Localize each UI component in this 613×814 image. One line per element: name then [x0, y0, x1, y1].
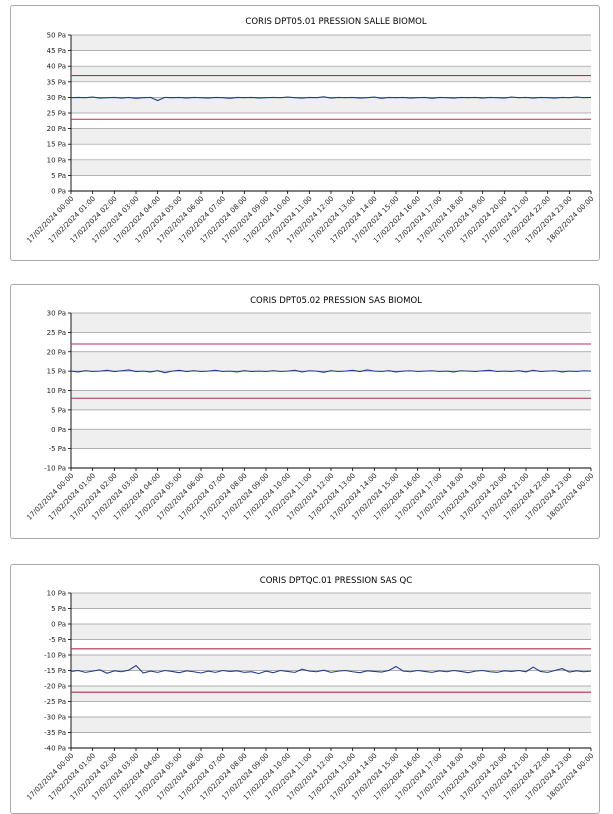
y-tick-label: 0 Pa — [51, 621, 66, 629]
chart-sas-qc: CORIS DPTQC.01 PRESSION SAS QC -40 Pa -35 … — [25, 576, 595, 802]
y-tick-label: -15 Pa — [44, 667, 66, 675]
grid-band — [71, 429, 591, 449]
y-tick-label: 25 Pa — [47, 110, 66, 118]
y-tick-label: 45 Pa — [47, 47, 66, 55]
series-line — [70, 664, 592, 675]
grid-band — [71, 66, 591, 82]
grid-band — [71, 128, 591, 145]
y-tick-label: 5 Pa — [51, 406, 66, 414]
chart-title: CORIS DPT05.02 PRESSION SAS BIOMOL — [250, 296, 422, 306]
y-tick-label: 40 Pa — [47, 63, 66, 71]
grid-band — [71, 351, 591, 372]
grid-band — [71, 313, 591, 333]
y-tick-label: -40 Pa — [44, 745, 66, 753]
y-tick-label: 0 Pa — [51, 426, 66, 434]
chart-panel-salle-biomol: CORIS DPT05.01 PRESSION SALLE BIOMOL 0 Pa… — [10, 5, 600, 261]
grid-band — [71, 624, 591, 640]
y-tick-label: 20 Pa — [47, 125, 66, 133]
grid-band — [71, 717, 591, 733]
y-tick-label: 10 Pa — [47, 156, 66, 164]
y-tick-label: 5 Pa — [51, 605, 66, 613]
chart-panel-sas-biomol: CORIS DPT05.02 PRESSION SAS BIOMOL -10 Pa… — [10, 284, 600, 539]
y-tick-label: 10 Pa — [47, 590, 66, 598]
y-tick-label: 15 Pa — [47, 141, 66, 149]
y-tick-label: -35 Pa — [44, 729, 66, 737]
y-tick-label: 10 Pa — [47, 387, 66, 395]
grid-band — [71, 97, 591, 113]
chart-title: CORIS DPTQC.01 PRESSION SAS QC — [260, 576, 412, 586]
y-tick-label: -10 Pa — [44, 652, 66, 660]
series-line — [70, 96, 592, 102]
y-tick-label: 20 Pa — [47, 348, 66, 356]
grid-band — [71, 655, 591, 671]
y-tick-label: 5 Pa — [51, 172, 66, 180]
chart-title: CORIS DPT05.01 PRESSION SALLE BIOMOL — [245, 17, 426, 27]
grid-band — [71, 35, 591, 51]
grid-band — [71, 593, 591, 609]
y-tick-label: -30 Pa — [44, 714, 66, 722]
y-tick-label: 30 Pa — [47, 94, 66, 102]
y-tick-label: 30 Pa — [47, 310, 66, 318]
y-tick-label: -10 Pa — [44, 465, 66, 473]
y-tick-label: 15 Pa — [47, 368, 66, 376]
chart-panel-sas-qc: CORIS DPTQC.01 PRESSION SAS QC -40 Pa -35 … — [10, 564, 600, 814]
grid-band — [71, 686, 591, 702]
y-tick-label: 50 Pa — [47, 32, 66, 40]
y-tick-label: 25 Pa — [47, 329, 66, 337]
y-tick-label: -5 Pa — [49, 636, 66, 644]
y-tick-label: -5 Pa — [49, 445, 66, 453]
chart-sas-biomol: CORIS DPT05.02 PRESSION SAS BIOMOL -10 Pa… — [25, 296, 595, 522]
grid-band — [71, 390, 591, 410]
y-tick-label: 35 Pa — [47, 78, 66, 86]
y-tick-label: -25 Pa — [44, 698, 66, 706]
series-line — [70, 369, 592, 374]
y-tick-label: 0 Pa — [51, 188, 66, 196]
y-tick-label: -20 Pa — [44, 683, 66, 691]
grid-band — [71, 159, 591, 176]
chart-salle-biomol: CORIS DPT05.01 PRESSION SALLE BIOMOL 0 Pa… — [25, 17, 595, 245]
